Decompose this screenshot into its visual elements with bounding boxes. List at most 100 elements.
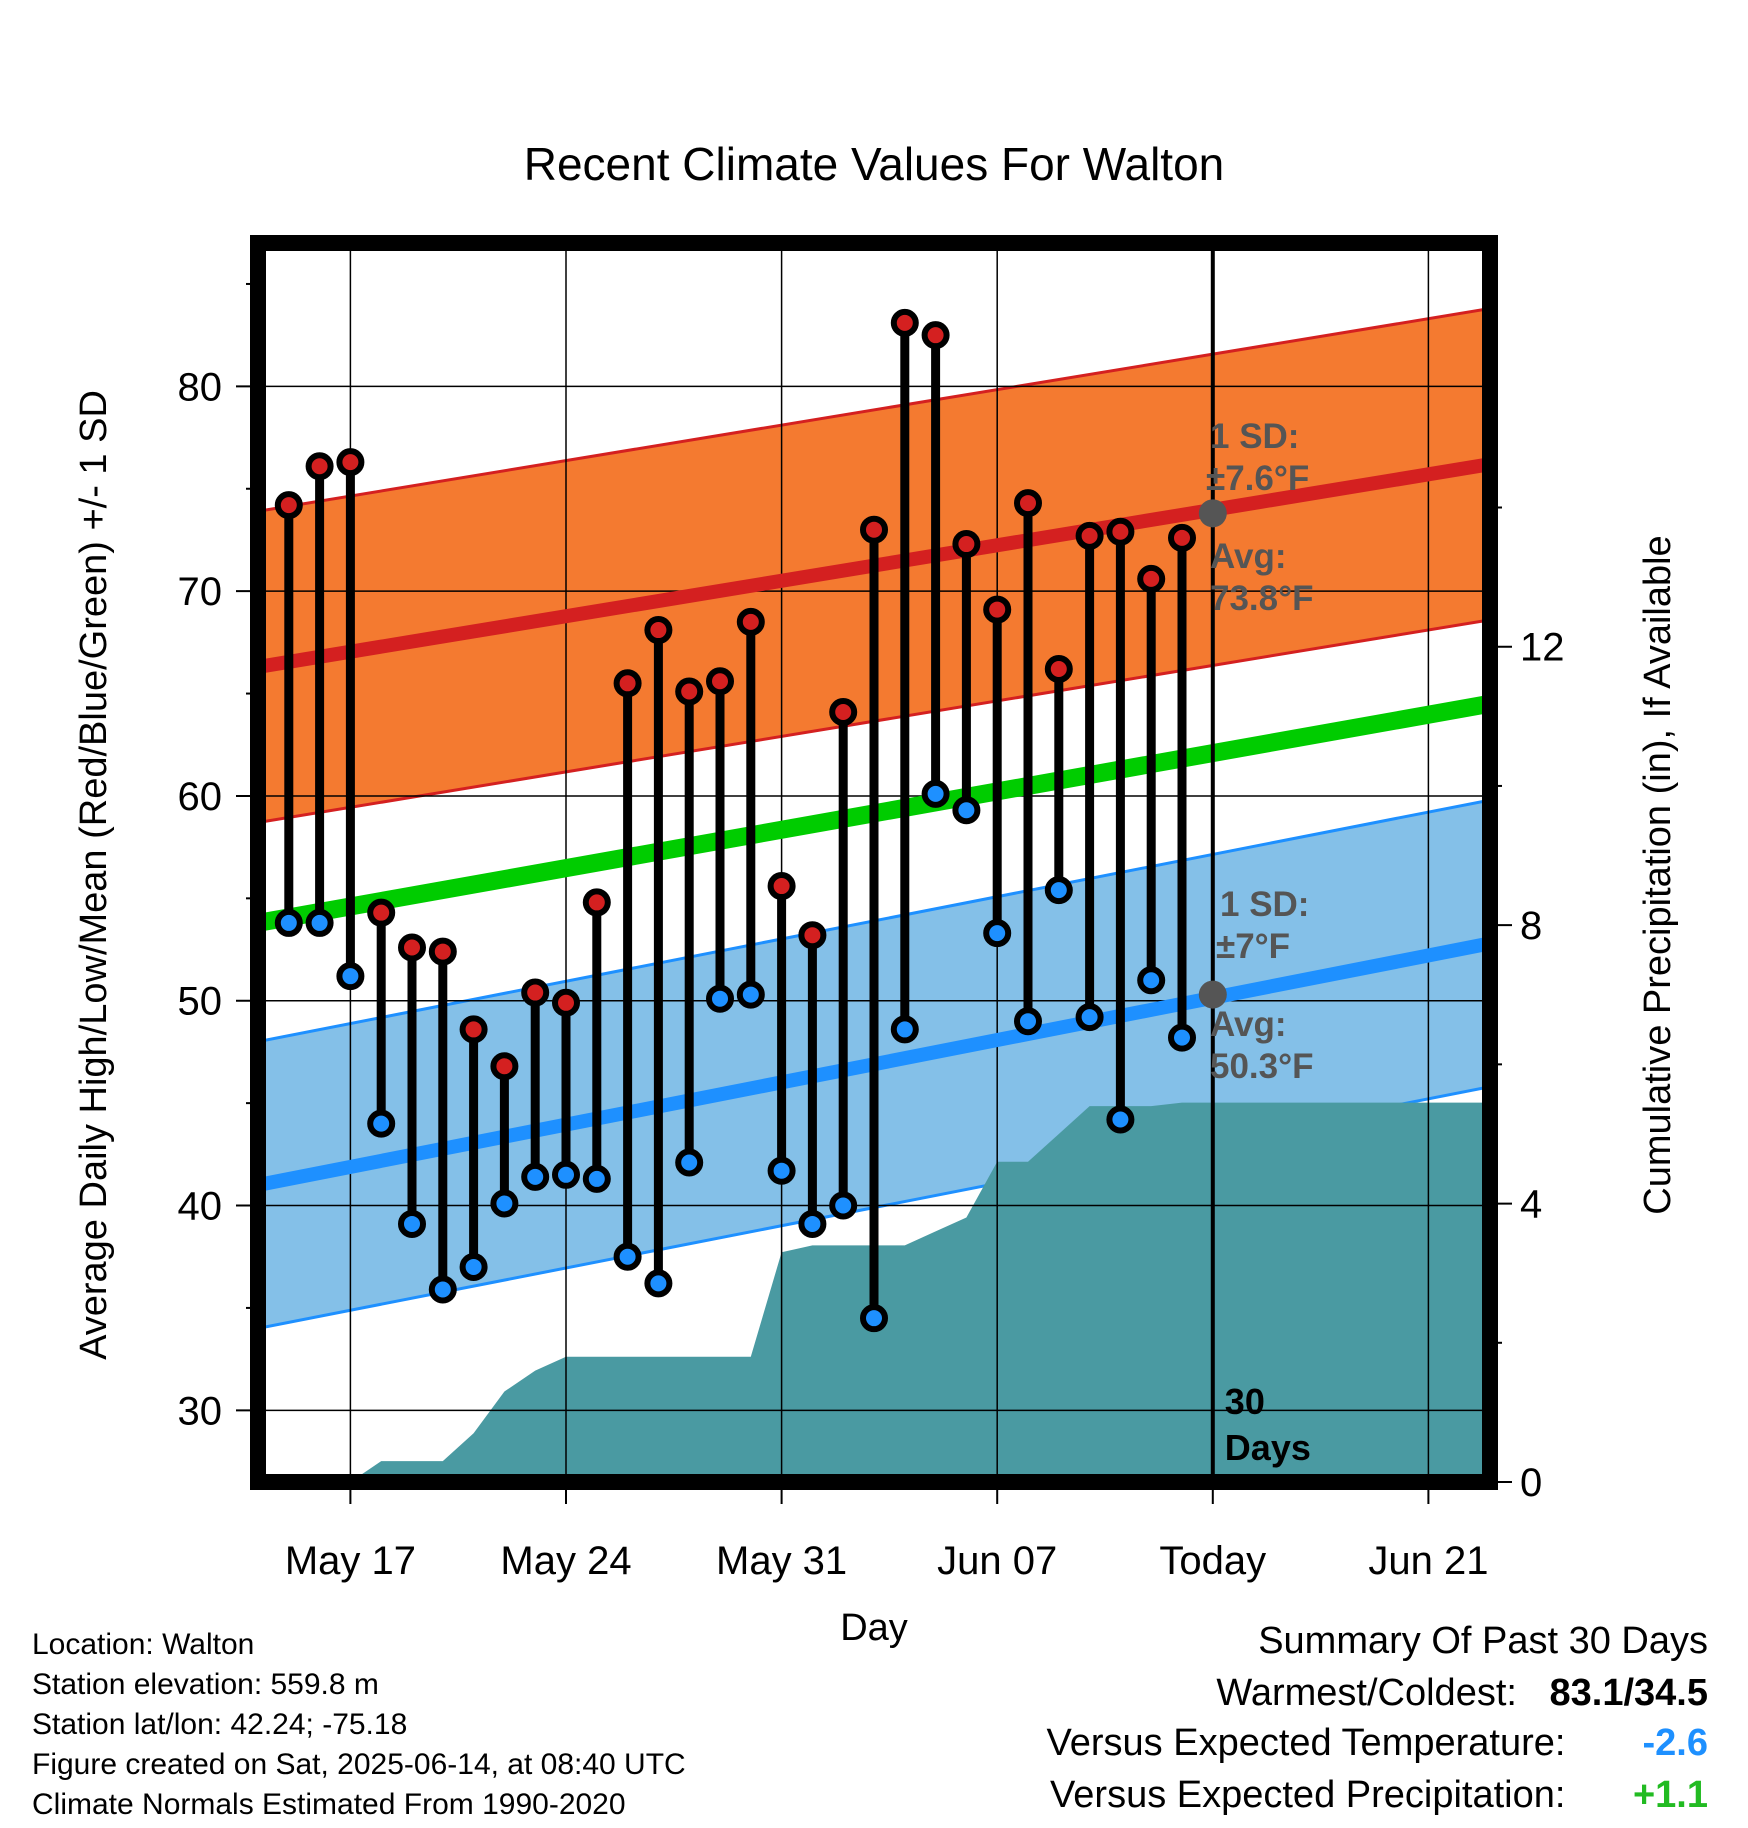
high-avg-value: 73.8°F (1210, 579, 1314, 618)
low-point (1168, 1023, 1196, 1052)
high-point (552, 988, 580, 1017)
summary-temp: Versus Expected Temperature: -2.6 (1047, 1722, 1708, 1765)
x-tick-label-2025-05-17: May 17 (285, 1539, 416, 1583)
high-point (921, 321, 950, 350)
warm-cold-value: 83.1/34.5 (1549, 1672, 1708, 1714)
y-tick-label-80: 80 (178, 365, 223, 409)
high-point (521, 978, 550, 1007)
high-point (336, 448, 365, 477)
high-point (428, 937, 457, 966)
high-point (829, 697, 858, 726)
high-avg-today-dot (1198, 499, 1227, 528)
precip-value: +1.1 (1632, 1774, 1708, 1816)
high-point (1014, 489, 1042, 518)
low-point (860, 1304, 888, 1333)
low-point (582, 1164, 611, 1193)
high-point (398, 933, 426, 962)
high-point (675, 677, 704, 706)
y-tick-label-30: 30 (178, 1389, 223, 1433)
low-point (428, 1275, 457, 1304)
high-sd-value: ±7.6°F (1206, 459, 1309, 498)
high-point (459, 1015, 488, 1044)
summary-warm-cold: Warmest/Coldest: 83.1/34.5 (1216, 1672, 1708, 1715)
high-point (613, 669, 642, 698)
high-point (490, 1052, 519, 1081)
high-point (983, 595, 1012, 624)
low-point (983, 919, 1012, 948)
low-point (1106, 1105, 1135, 1134)
precip-label: Versus Expected Precipitation: (1050, 1774, 1566, 1816)
low-avg-label: Avg: (1210, 1005, 1286, 1044)
y-tick-label-60: 60 (178, 775, 223, 819)
low-point (706, 984, 734, 1013)
low-point (1044, 876, 1073, 905)
today-label-count: 30 (1225, 1381, 1265, 1422)
low-point (798, 1209, 827, 1238)
y2-tick-label-12: 12 (1520, 626, 1565, 670)
low-point (767, 1156, 796, 1185)
low-point (890, 1015, 919, 1044)
plot-frame (250, 235, 1498, 1490)
y2-tick-label-4: 4 (1520, 1183, 1542, 1227)
x-tick-label-2025-06-07: Jun 07 (937, 1539, 1057, 1583)
y-tick-label-40: 40 (178, 1185, 223, 1229)
high-point (1168, 523, 1196, 552)
x-tick-label-2025-05-24: May 24 (500, 1539, 631, 1583)
y-tick-label-50: 50 (178, 980, 223, 1024)
low-avg-today-dot (1198, 980, 1227, 1009)
low-point (613, 1242, 642, 1271)
x-tick-label-2025-06-14: Today (1159, 1539, 1266, 1583)
low-point (644, 1269, 673, 1298)
summary-title-text: Summary Of Past 30 Days (1258, 1620, 1708, 1662)
high-sd-label: 1 SD: (1210, 417, 1299, 456)
high-point (1075, 521, 1104, 550)
high-point (367, 898, 396, 927)
x-tick-label-2025-06-21: Jun 21 (1368, 1539, 1488, 1583)
low-point (367, 1109, 396, 1138)
x-axis-label: Day (840, 1607, 908, 1649)
summary-precip: Versus Expected Precipitation: +1.1 (1050, 1774, 1708, 1817)
low-point (1014, 1007, 1042, 1036)
low-point (736, 980, 765, 1009)
low-point (274, 908, 303, 937)
low-point (490, 1189, 519, 1218)
low-point (305, 908, 334, 937)
high-point (1106, 517, 1135, 546)
high-avg-label: Avg: (1210, 537, 1286, 576)
low-point (552, 1160, 580, 1189)
low-avg-value: 50.3°F (1210, 1047, 1314, 1086)
today-label-unit: Days (1225, 1427, 1311, 1468)
low-point (829, 1191, 858, 1220)
high-point (798, 921, 827, 950)
high-point (582, 888, 611, 917)
y-tick-label-70: 70 (178, 570, 223, 614)
y2-tick-label-0: 0 (1520, 1461, 1542, 1505)
info-location: Location: Walton (32, 1628, 255, 1661)
low-point (521, 1162, 550, 1191)
high-point (644, 616, 673, 645)
info-elevation: Station elevation: 559.8 m (32, 1668, 379, 1701)
high-point (305, 452, 334, 481)
temp-label: Versus Expected Temperature: (1046, 1722, 1566, 1764)
info-normals: Climate Normals Estimated From 1990-2020 (32, 1788, 626, 1821)
high-point (736, 607, 765, 636)
precip-area (350, 1102, 1490, 1482)
info-latlon: Station lat/lon: 42.24; -75.18 (32, 1708, 408, 1741)
high-point (860, 515, 888, 544)
warm-cold-label: Warmest/Coldest: (1216, 1672, 1517, 1714)
low-point (336, 962, 365, 991)
high-point (706, 667, 734, 696)
low-point (675, 1148, 704, 1177)
summary-title: Summary Of Past 30 Days (1258, 1620, 1708, 1663)
high-point (1137, 564, 1166, 593)
low-point (921, 779, 950, 808)
y2-axis-label: Cumulative Precipitation (in), If Availa… (1637, 535, 1679, 1214)
low-point (459, 1252, 488, 1281)
high-point (767, 872, 796, 901)
high-point (274, 491, 303, 520)
low-sd-value: ±7°F (1216, 927, 1290, 966)
low-point (1075, 1003, 1104, 1032)
low-point (1137, 966, 1166, 995)
